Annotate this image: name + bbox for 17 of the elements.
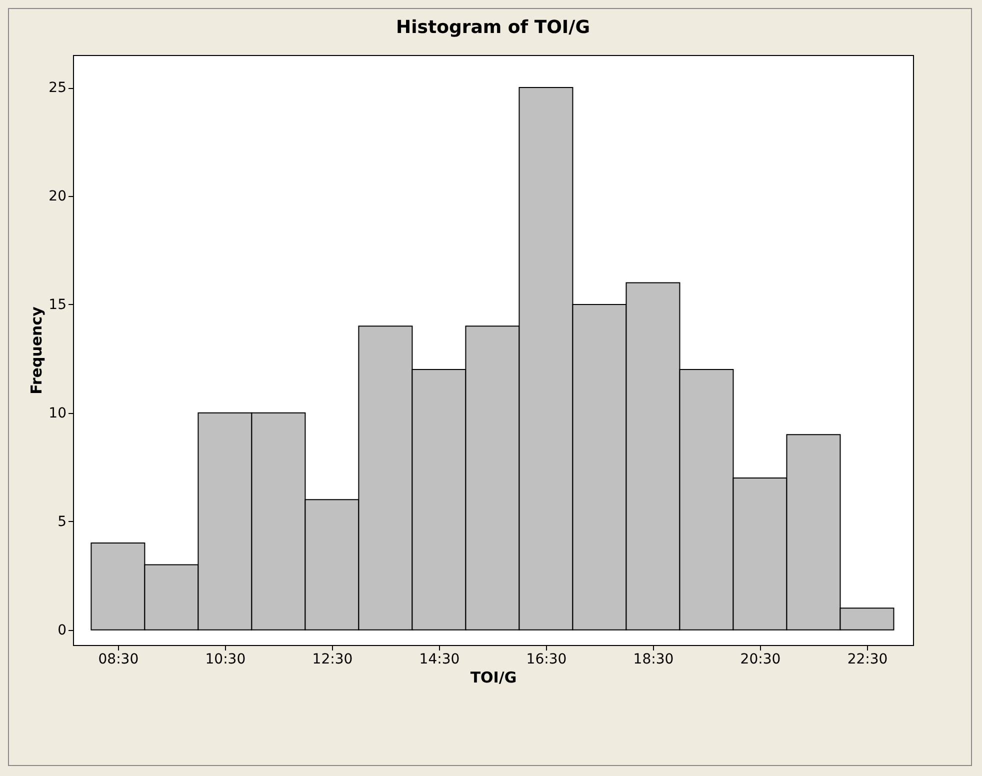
x-axis-title: TOI/G	[470, 668, 517, 686]
chart-title: Histogram of TOI/G	[396, 17, 590, 38]
y-tick-label: 10	[48, 405, 66, 422]
x-tick-label: 08:30	[98, 652, 139, 668]
x-tick-label: 18:30	[633, 652, 674, 668]
y-tick-label: 20	[48, 188, 66, 204]
y-tick-label: 15	[48, 296, 66, 313]
y-tick-label: 25	[48, 80, 66, 96]
x-tick-label: 10:30	[205, 652, 246, 668]
y-axis-title: Frequency	[28, 306, 46, 394]
x-tick-label: 12:30	[312, 652, 353, 668]
y-tick-label: 5	[58, 514, 66, 530]
x-tick-label: 14:30	[419, 652, 460, 668]
x-tick-label: 16:30	[526, 652, 567, 668]
x-tick-label: 20:30	[740, 652, 781, 668]
x-tick-label: 22:30	[847, 652, 888, 668]
y-tick-label: 0	[58, 622, 66, 638]
